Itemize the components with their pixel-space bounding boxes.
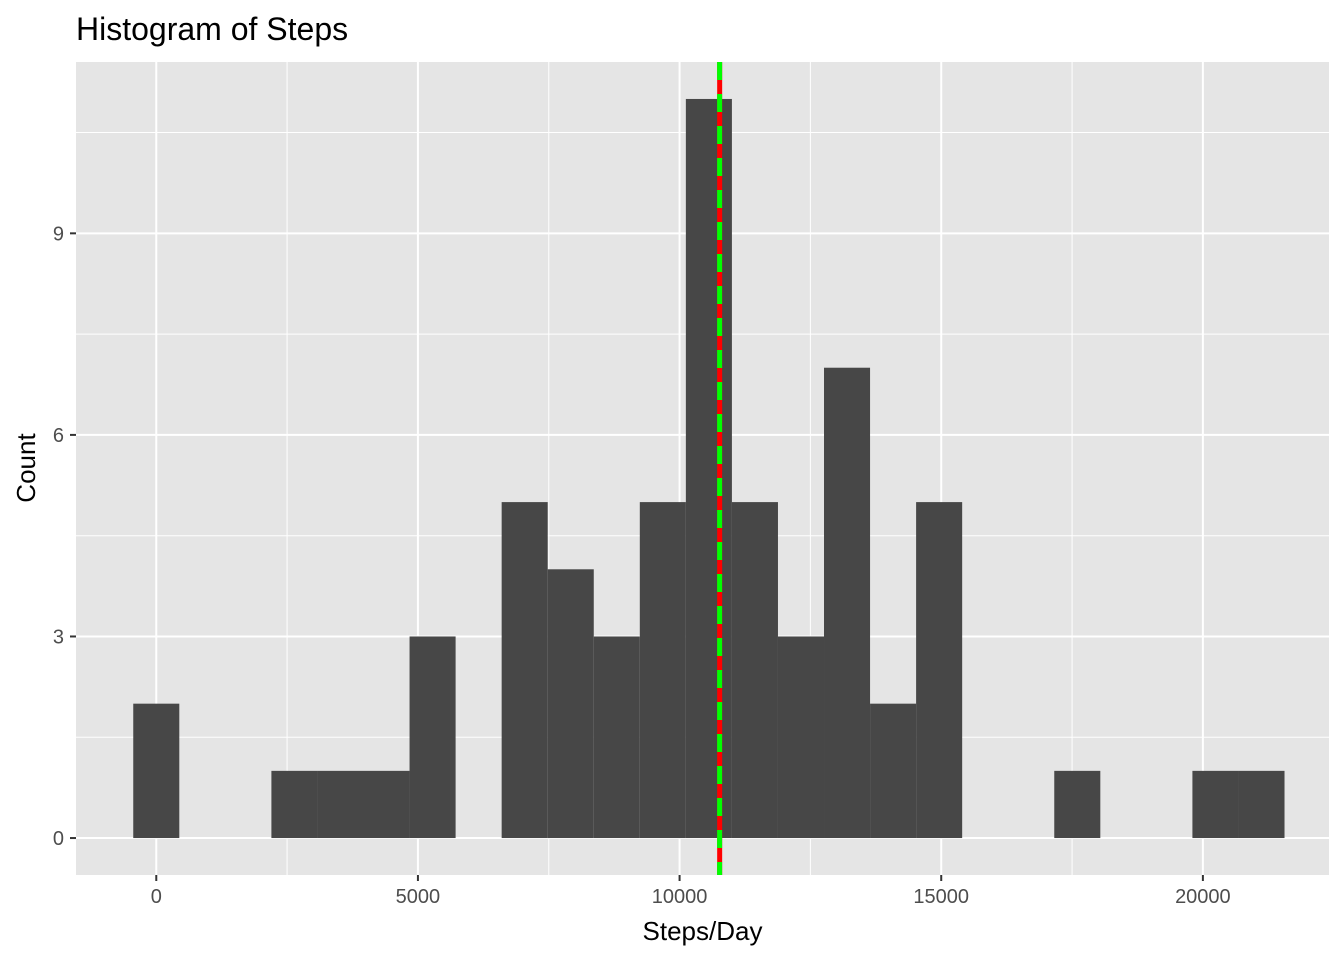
- histogram-bar: [593, 636, 640, 839]
- x-tick-label: 10000: [652, 886, 708, 908]
- x-tick-label: 5000: [396, 886, 441, 908]
- histogram-bar: [501, 502, 548, 839]
- y-axis: 0 3 6 9: [53, 223, 76, 850]
- histogram-bar: [409, 636, 456, 839]
- histogram-bar: [824, 367, 871, 839]
- histogram-bar: [317, 770, 364, 839]
- x-axis-title: Steps/Day: [643, 916, 763, 946]
- histogram-bars: [133, 98, 1285, 839]
- histogram-bar: [133, 703, 180, 839]
- chart-title: Histogram of Steps: [76, 11, 348, 47]
- y-tick-label: 6: [53, 425, 64, 447]
- histogram-bar: [1238, 770, 1285, 839]
- histogram-bar: [731, 502, 778, 839]
- y-axis-title: Count: [11, 433, 41, 503]
- histogram-bar: [777, 636, 825, 839]
- histogram-bar: [1054, 770, 1101, 839]
- histogram-bar: [916, 502, 963, 839]
- y-tick-label: 3: [53, 626, 64, 648]
- histogram-bar: [363, 770, 410, 839]
- y-tick-label: 0: [53, 828, 64, 850]
- x-tick-label: 0: [151, 886, 162, 908]
- x-tick-label: 20000: [1175, 886, 1231, 908]
- y-tick-label: 9: [53, 223, 64, 245]
- x-axis: 0 5000 10000 15000 20000: [151, 875, 1231, 908]
- histogram-bar: [547, 569, 594, 839]
- histogram-bar: [870, 703, 917, 839]
- x-tick-label: 15000: [913, 886, 969, 908]
- histogram-bar: [685, 98, 732, 839]
- histogram-bar: [639, 502, 686, 839]
- histogram-bar: [271, 770, 318, 839]
- histogram-bar: [1192, 770, 1239, 839]
